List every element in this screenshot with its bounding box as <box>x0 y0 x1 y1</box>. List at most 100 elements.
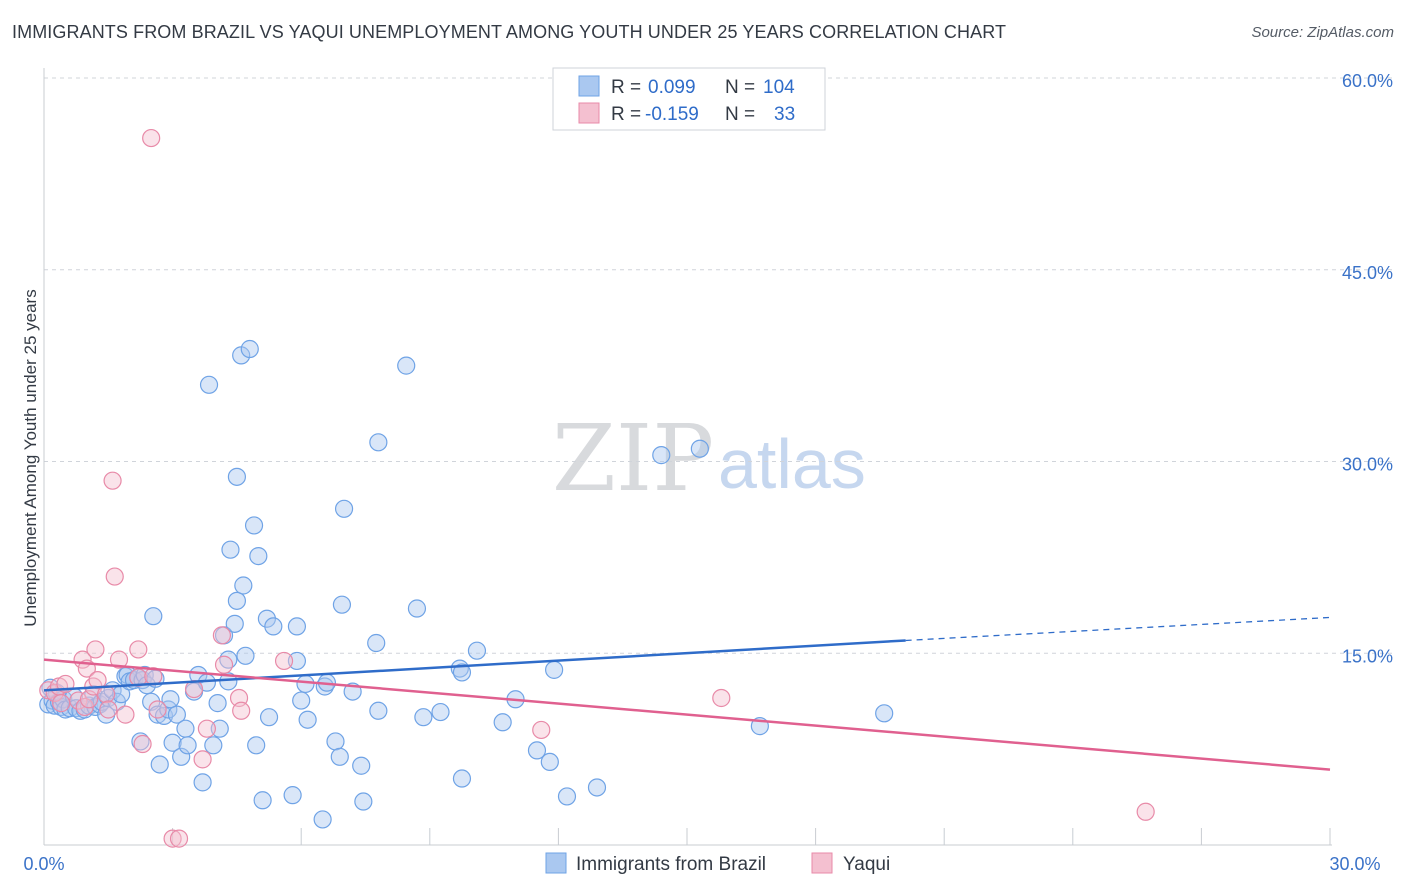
data-point-brazil <box>144 607 163 626</box>
trend-line-yaqui <box>43 658 1331 771</box>
x-ticks <box>172 828 1331 845</box>
data-point-brazil <box>875 704 894 723</box>
data-point-brazil <box>407 599 427 618</box>
data-point-brazil <box>259 708 279 727</box>
data-point-brazil <box>236 646 255 665</box>
data-point-brazil <box>247 736 266 755</box>
data-point-brazil <box>244 516 264 535</box>
data-point-yaqui <box>116 705 135 724</box>
bottom-legend-swatch-yaqui <box>811 852 833 874</box>
data-point-brazil <box>354 792 373 811</box>
data-point-brazil <box>369 433 388 452</box>
y-tick-labels: 15.0% 30.0% 45.0% 60.0% <box>1342 71 1393 666</box>
data-point-brazil <box>193 773 212 792</box>
data-point-brazil <box>150 755 169 774</box>
data-point-yaqui <box>109 650 129 669</box>
data-point-brazil <box>287 651 307 671</box>
legend-n-value-2: 33 <box>774 104 795 125</box>
data-point-yaqui <box>532 720 551 740</box>
trend-line-brazil <box>43 639 906 692</box>
legend-n-value-1: 104 <box>763 77 795 98</box>
bottom-legend-swatch-brazil <box>545 852 567 874</box>
data-point-brazil <box>227 591 246 610</box>
data-point-brazil <box>540 752 559 772</box>
data-point-brazil <box>240 339 259 359</box>
axes <box>43 68 1332 846</box>
data-point-brazil <box>249 546 268 566</box>
data-point-brazil <box>253 791 272 810</box>
data-point-brazil <box>557 787 577 806</box>
data-point-brazil <box>199 375 219 394</box>
legend-n-label-1: N = <box>725 77 755 98</box>
chart-title: IMMIGRANTS FROM BRAZIL VS YAQUI UNEMPLOY… <box>12 22 1007 42</box>
data-point-brazil <box>210 719 229 738</box>
data-point-brazil <box>414 708 433 727</box>
data-point-yaqui <box>142 128 161 148</box>
bottom-legend-label-yaqui: Yaqui <box>843 854 890 875</box>
legend-r-label-2: R = <box>611 104 641 125</box>
x-tick-label-min: 0.0% <box>23 854 64 874</box>
data-point-brazil <box>332 595 352 614</box>
data-point-brazil <box>313 810 332 829</box>
data-point-yaqui <box>214 655 234 674</box>
data-point-yaqui <box>232 701 251 720</box>
data-point-brazil <box>264 617 283 636</box>
y-tick-label-15: 15.0% <box>1342 646 1393 666</box>
legend-r-value-2: -0.159 <box>645 104 699 125</box>
bottom-legend: Immigrants from Brazil Yaqui <box>545 852 890 875</box>
data-point-yaqui <box>99 700 118 719</box>
data-point-yaqui <box>86 640 105 659</box>
data-point-brazil <box>652 446 671 465</box>
data-point-brazil <box>225 614 244 633</box>
y-tick-label-45: 45.0% <box>1342 263 1393 283</box>
data-point-yaqui <box>212 626 231 645</box>
data-point-yaqui <box>52 694 71 713</box>
data-point-brazil <box>690 439 709 458</box>
data-point-yaqui <box>1136 802 1155 821</box>
data-point-brazil <box>292 691 311 710</box>
legend-swatch-pink <box>578 102 600 124</box>
data-point-brazil <box>527 741 547 760</box>
data-point-brazil <box>172 747 191 766</box>
trend-line-brazil-extension <box>905 616 1331 642</box>
data-point-brazil <box>326 732 345 751</box>
data-point-yaqui <box>148 700 167 719</box>
data-point-brazil <box>352 756 371 775</box>
data-point-brazil <box>545 660 564 679</box>
data-point-brazil <box>334 499 354 518</box>
source-credit: Source: ZipAtlas.com <box>1251 24 1394 41</box>
data-point-yaqui <box>133 734 152 754</box>
data-point-brazil <box>452 769 472 788</box>
data-point-brazil <box>227 467 246 486</box>
data-point-brazil <box>131 732 150 751</box>
legend-r-label-1: R = <box>611 77 641 98</box>
bottom-legend-label-brazil: Immigrants from Brazil <box>576 854 766 875</box>
data-point-brazil <box>221 540 240 559</box>
data-point-brazil <box>167 705 186 724</box>
data-point-yaqui <box>274 651 294 671</box>
watermark-atlas: atlas <box>718 425 866 503</box>
data-point-brazil <box>397 356 416 375</box>
data-point-brazil <box>178 736 197 755</box>
data-point-brazil <box>493 713 512 732</box>
legend-box: R = 0.099 N = 104 R = -0.159 N = 33 <box>552 67 826 131</box>
data-point-brazil <box>298 710 317 729</box>
data-point-brazil <box>204 736 223 755</box>
y-axis-label: Unemployment Among Youth under 25 years <box>21 289 40 626</box>
data-point-brazil <box>161 690 180 709</box>
y-tick-label-60: 60.0% <box>1342 71 1393 91</box>
data-point-brazil <box>208 694 227 713</box>
data-point-yaqui <box>129 640 148 659</box>
data-point-brazil <box>176 719 195 738</box>
data-point-yaqui <box>88 670 107 690</box>
legend-n-label-2: N = <box>725 104 755 125</box>
data-point-brazil <box>283 786 302 805</box>
data-point-brazil <box>163 733 182 752</box>
watermark-zip: ZIP <box>552 405 714 512</box>
legend-swatch-blue <box>578 75 600 97</box>
data-point-brazil <box>587 778 607 797</box>
y-tick-label-30: 30.0% <box>1342 455 1393 475</box>
data-point-yaqui <box>163 829 182 848</box>
data-point-brazil <box>330 747 349 766</box>
